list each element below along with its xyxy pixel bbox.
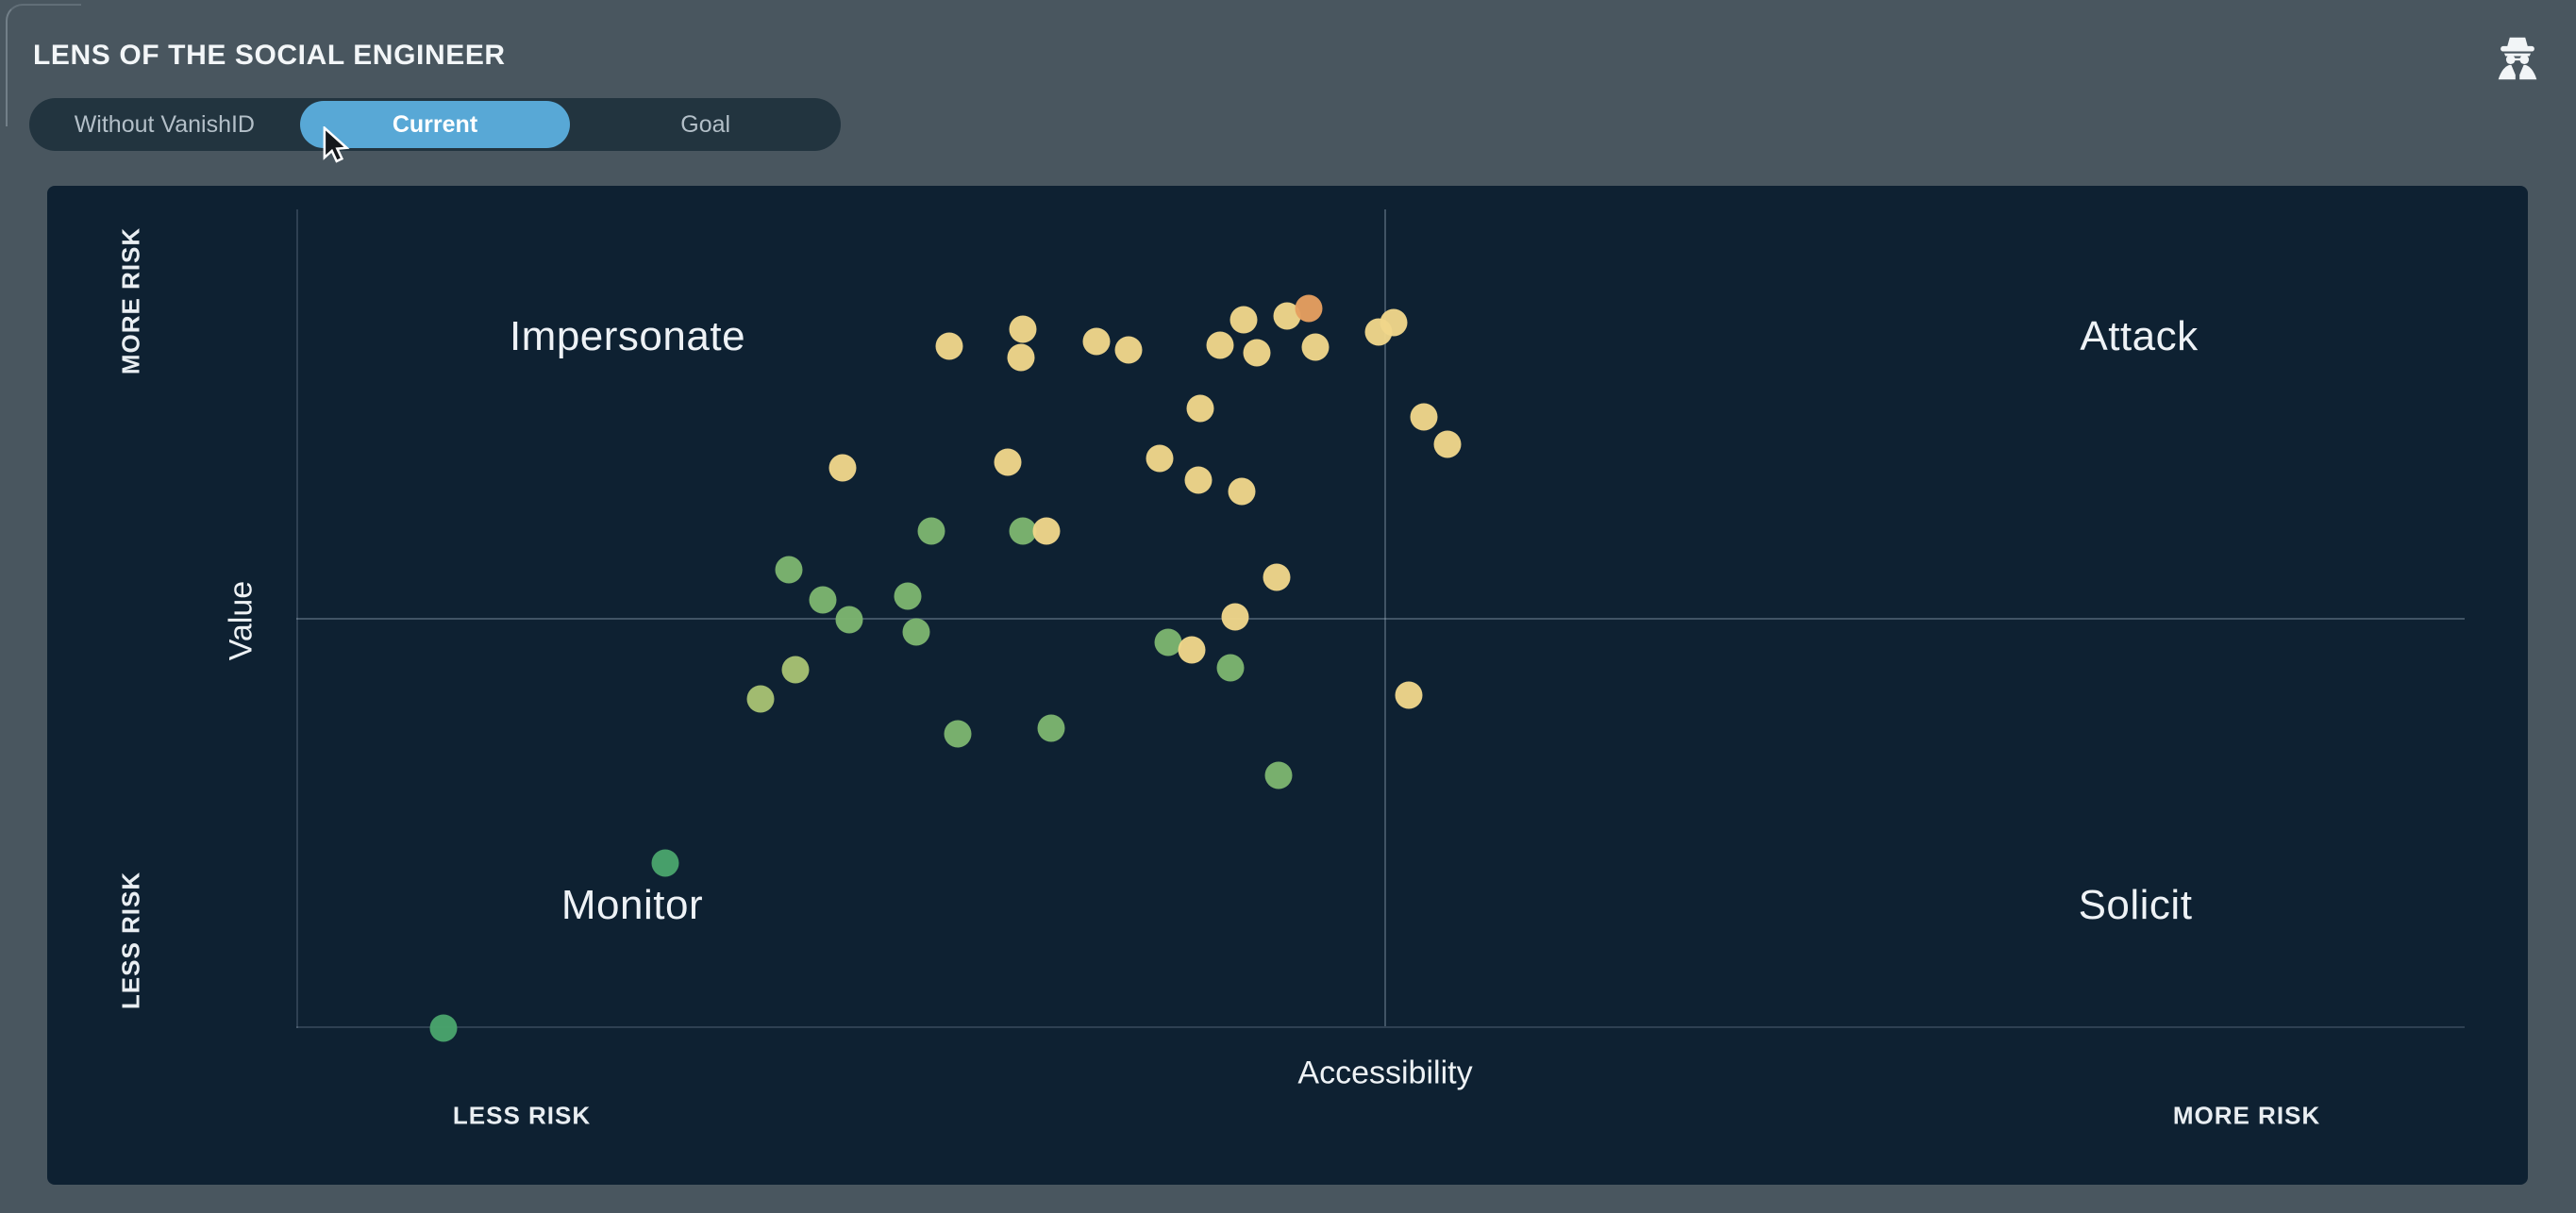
scatter-point[interactable]: [894, 582, 922, 610]
scatter-point[interactable]: [1295, 294, 1323, 323]
x-axis-title: Accessibility: [1297, 1055, 1473, 1091]
page-title: LENS OF THE SOCIAL ENGINEER: [33, 40, 506, 71]
scatter-point[interactable]: [1264, 761, 1293, 789]
scatter-point[interactable]: [1380, 308, 1408, 337]
scatter-point[interactable]: [902, 618, 930, 646]
scatter-point[interactable]: [917, 517, 945, 545]
scatter-point[interactable]: [994, 448, 1022, 476]
scatter-point[interactable]: [1037, 714, 1065, 742]
scatter-point[interactable]: [1032, 517, 1061, 545]
quadrant-label-monitor: Monitor: [560, 882, 704, 928]
scatter-point[interactable]: [1154, 628, 1182, 656]
quadrant-label-impersonate: Impersonate: [509, 313, 746, 359]
scatter-point[interactable]: [1216, 654, 1245, 682]
scatter-point[interactable]: [746, 685, 775, 713]
toggle-option-without-vanishid[interactable]: Without VanishID: [74, 110, 255, 138]
scatter-point[interactable]: [1186, 394, 1214, 423]
scatter-point[interactable]: [1301, 333, 1330, 361]
view-toggle-group[interactable]: Without VanishID Current Goal: [29, 98, 841, 151]
scatter-point[interactable]: [1114, 336, 1143, 364]
scatter-point[interactable]: [429, 1014, 458, 1042]
scatter-point[interactable]: [1243, 339, 1271, 367]
y-axis-max-label: MORE RISK: [116, 226, 145, 375]
scatter-point[interactable]: [651, 849, 679, 877]
toggle-option-current[interactable]: Current: [299, 101, 571, 148]
scatter-point[interactable]: [1082, 327, 1111, 356]
scatter-point[interactable]: [781, 656, 810, 684]
x-axis-max-label: MORE RISK: [2172, 1101, 2321, 1130]
scatter-point[interactable]: [1410, 403, 1438, 431]
scatter-point[interactable]: [1206, 331, 1234, 359]
scatter-point[interactable]: [1433, 430, 1462, 458]
risk-scatter-panel: MORE RISK Value LESS RISK Impersonate At…: [47, 186, 2528, 1185]
quadrant-label-attack: Attack: [2080, 313, 2199, 359]
scatter-point[interactable]: [1229, 306, 1258, 334]
quadrant-label-solicit: Solicit: [2078, 882, 2193, 928]
scatter-point[interactable]: [944, 720, 972, 748]
toggle-option-goal[interactable]: Goal: [680, 110, 731, 138]
scatter-point[interactable]: [1395, 681, 1423, 709]
scatter-point[interactable]: [1009, 517, 1037, 545]
scatter-point[interactable]: [1263, 563, 1291, 591]
scatter-point[interactable]: [835, 606, 863, 634]
scatter-point[interactable]: [828, 454, 857, 482]
spy-icon: [2498, 37, 2537, 80]
mouse-cursor: [323, 126, 350, 163]
y-axis-title: Value: [223, 580, 259, 661]
scatter-point[interactable]: [1146, 444, 1174, 473]
scatter-point[interactable]: [1007, 343, 1035, 372]
scatter-plot-area: [296, 209, 2465, 1042]
scatter-point[interactable]: [1009, 315, 1037, 343]
x-axis-line: [296, 1026, 2465, 1028]
vertical-quadrant-divider: [1384, 209, 1386, 1026]
horizontal-quadrant-divider: [296, 618, 2465, 620]
scatter-point[interactable]: [935, 332, 963, 360]
scatter-point[interactable]: [1228, 477, 1256, 506]
y-axis-line: [296, 209, 298, 1028]
scatter-point[interactable]: [1221, 603, 1249, 631]
scatter-point[interactable]: [775, 556, 803, 584]
scatter-point[interactable]: [1184, 466, 1213, 494]
y-axis-min-label: LESS RISK: [116, 871, 145, 1010]
scatter-point[interactable]: [1178, 636, 1206, 664]
scatter-point[interactable]: [809, 586, 837, 614]
x-axis-min-label: LESS RISK: [452, 1101, 592, 1130]
